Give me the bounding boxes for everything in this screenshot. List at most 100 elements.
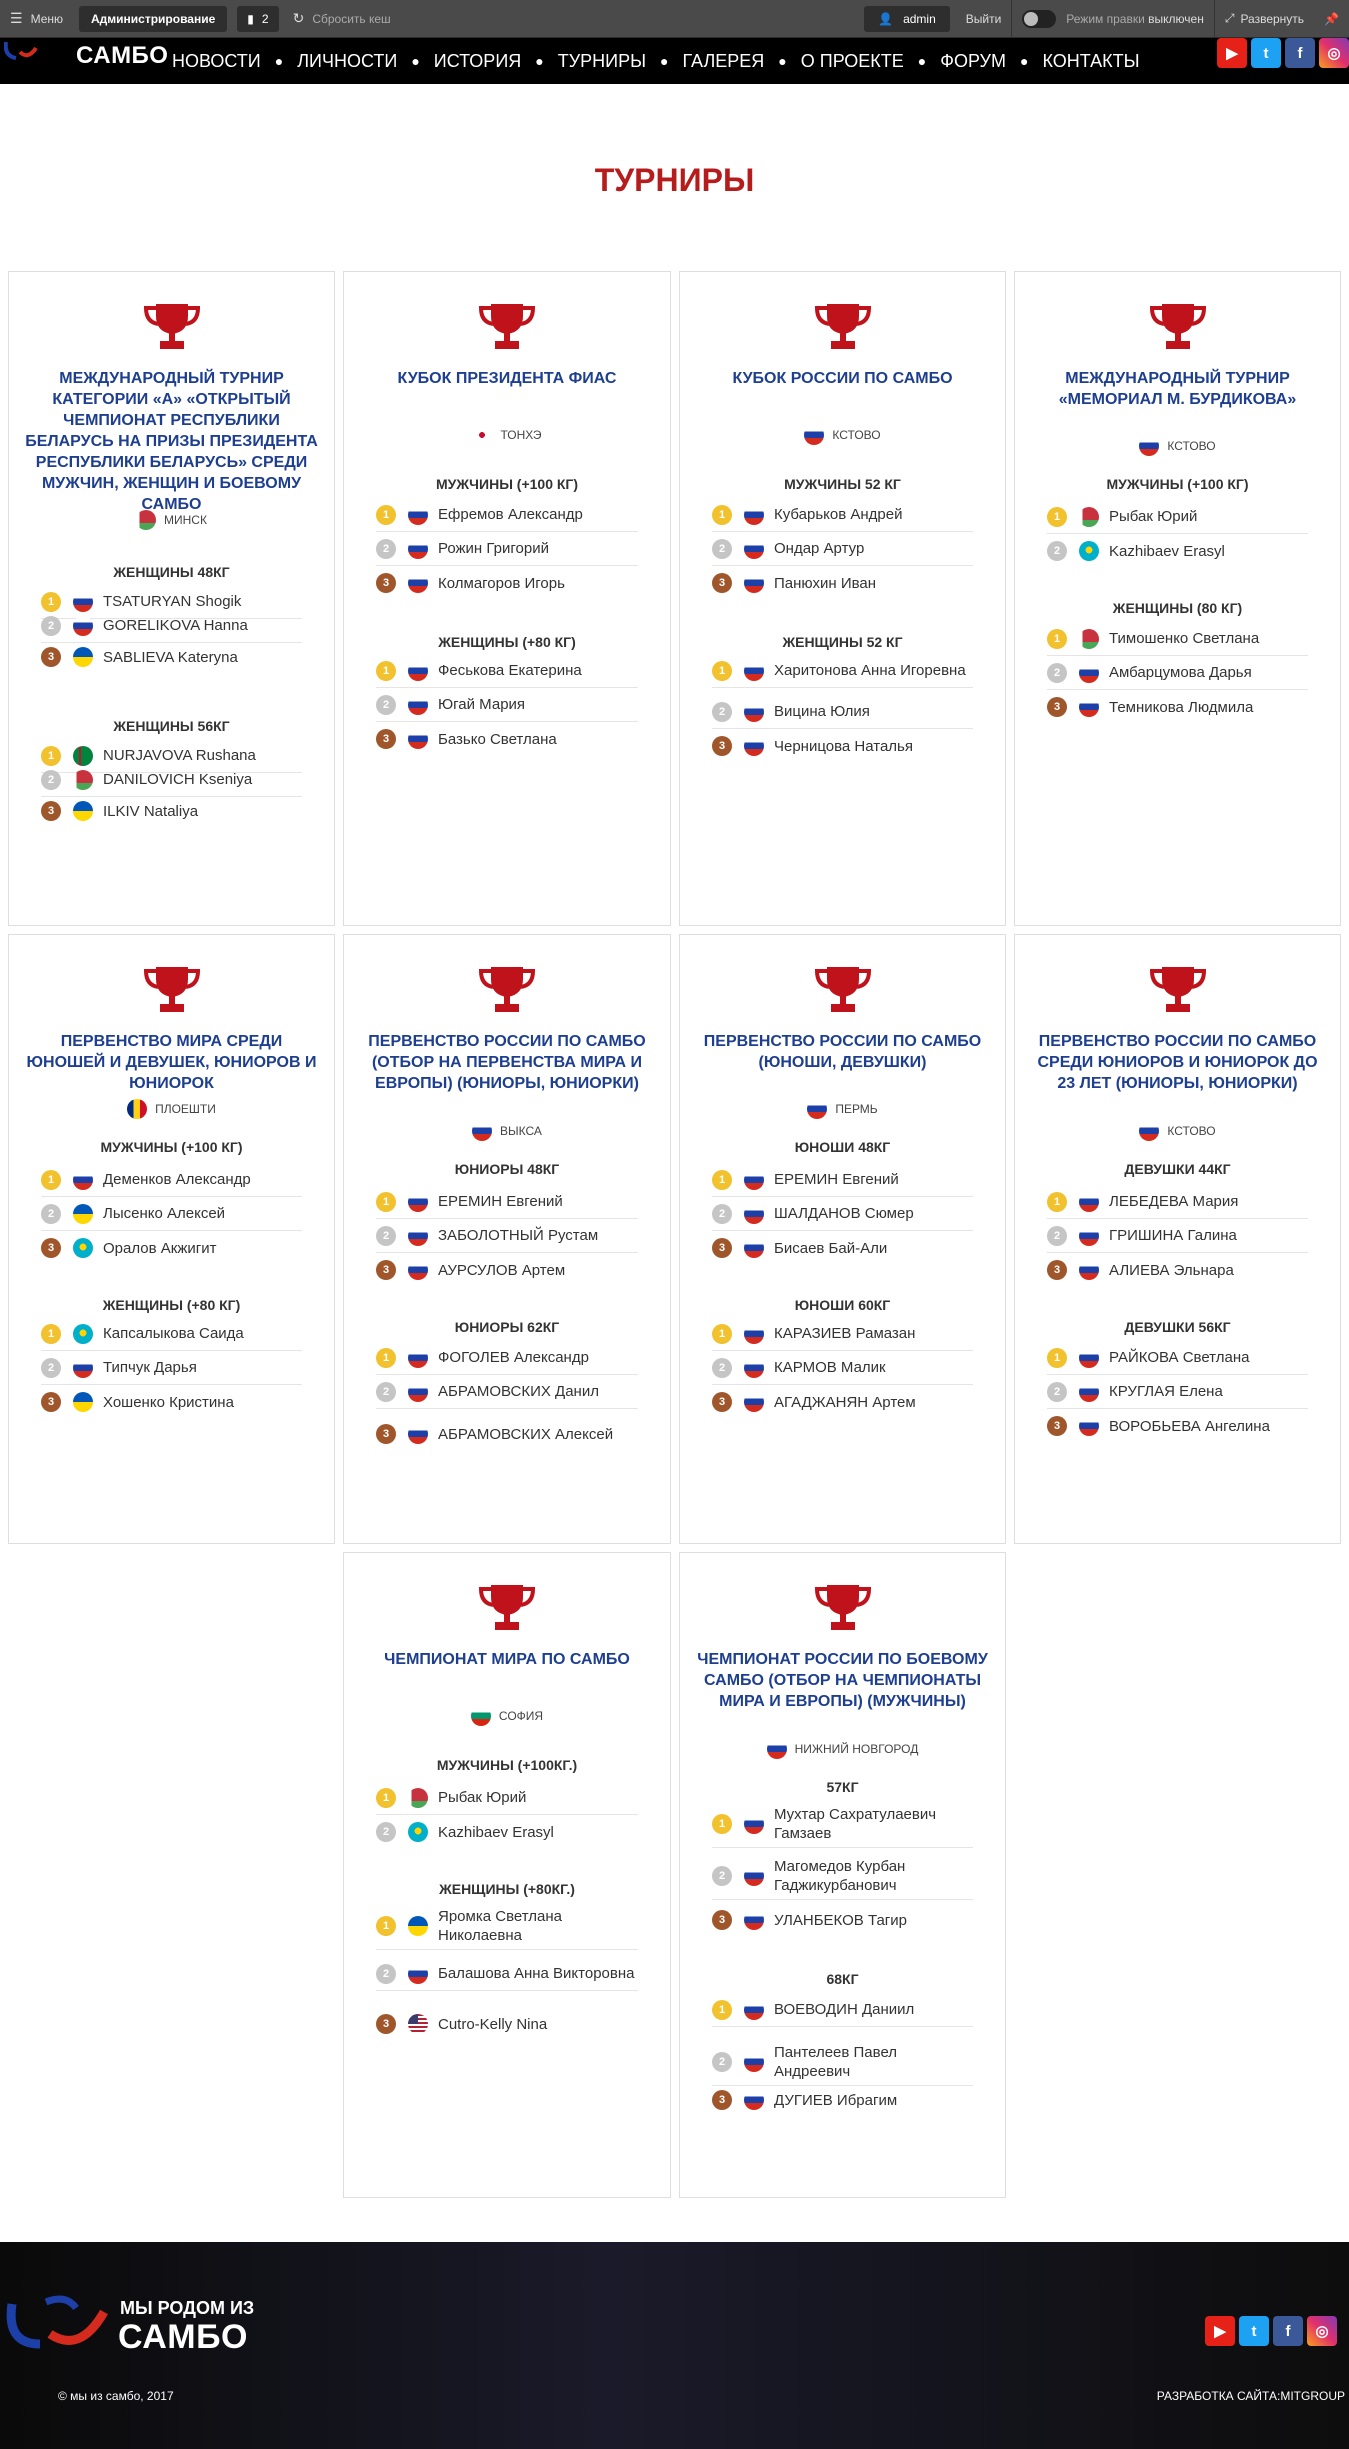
tournament-card[interactable]: ПЕРВЕНСТВО РОССИИ ПО САМБО (ЮНОШИ, ДЕВУШ… (679, 934, 1006, 1544)
result-row[interactable]: 2 ЗАБОЛОТНЫЙ Рустам (376, 1223, 638, 1253)
result-row[interactable]: 3 Cutro-Kelly Nina (376, 2011, 638, 2041)
athlete-name[interactable]: DANILOVICH Kseniya (103, 771, 253, 788)
result-row[interactable]: 1 Феськова Екатерина (376, 658, 638, 688)
instagram-icon[interactable]: ◎ (1319, 38, 1349, 68)
toggle-switch[interactable] (1022, 9, 1057, 28)
result-row[interactable]: 3 Хошенко Кристина (41, 1389, 302, 1419)
result-row[interactable]: 2 АБРАМОВСКИХ Данил (376, 1379, 638, 1409)
athlete-name[interactable]: АБРАМОВСКИХ Алексей (438, 1425, 614, 1443)
athlete-name[interactable]: Тимошенко Светлана (1109, 630, 1260, 647)
athlete-name[interactable]: Ондар Артур (774, 540, 865, 557)
result-row[interactable]: 2 Вицина Юлия (712, 699, 973, 729)
youtube-icon[interactable]: ▶ (1217, 38, 1247, 68)
athlete-name[interactable]: Лысенко Алексей (103, 1205, 226, 1222)
result-row[interactable]: 2 Ондар Артур (712, 536, 973, 566)
tournament-title[interactable]: МЕЖДУНАРОДНЫЙ ТУРНИР «МЕМОРИАЛ М. БУРДИК… (1058, 370, 1297, 408)
result-row[interactable]: 1 NURJAVOVA Rushana (41, 743, 302, 773)
athlete-name[interactable]: Рыбак Юрий (438, 1789, 527, 1806)
logout-button[interactable]: Выйти (965, 11, 1002, 26)
athlete-name[interactable]: Рожин Григорий (438, 540, 549, 557)
athlete-name[interactable]: Амбарцумова Дарья (1109, 664, 1252, 681)
athlete-name[interactable]: КАРМОВ Малик (774, 1359, 886, 1376)
result-row[interactable]: 1 Рыбак Юрий (376, 1785, 638, 1815)
result-row[interactable]: 2 Югай Мария (376, 692, 638, 722)
result-row[interactable]: 3 Оралов Акжигит (41, 1235, 302, 1265)
athlete-name[interactable]: Темникова Людмила (1109, 698, 1254, 716)
athlete-name[interactable]: Балашова Анна Викторовна (438, 1965, 635, 1982)
nav-item-contacts[interactable]: КОНТАКТЫ (1042, 50, 1140, 71)
athlete-name[interactable]: ВОРОБЬЕВА Ангелина (1109, 1417, 1270, 1435)
athlete-name[interactable]: Деменков Александр (103, 1171, 251, 1188)
tournament-card[interactable]: ПЕРВЕНСТВО МИРА СРЕДИ ЮНОШЕЙ И ДЕВУШЕК, … (8, 934, 335, 1544)
result-row[interactable]: 3 АУРСУЛОВ Артем (376, 1257, 638, 1287)
result-row[interactable]: 2 Рожин Григорий (376, 536, 638, 566)
athlete-name[interactable]: УЛАНБЕКОВ Тагир (774, 1911, 907, 1929)
result-row[interactable]: 3 УЛАНБЕКОВ Тагир (712, 1907, 973, 1937)
result-row[interactable]: 2 ГРИШИНА Галина (1047, 1223, 1308, 1253)
athlete-name[interactable]: Kazhibaev Erasyl (1109, 542, 1225, 560)
reset-cache-button[interactable]: ↻ Сбросить кеш (283, 0, 401, 38)
athlete-name[interactable]: Колмагоров Игорь (438, 574, 565, 592)
tournament-card[interactable]: МЕЖДУНАРОДНЫЙ ТУРНИР КАТЕГОРИИ «А» «ОТКР… (8, 271, 335, 926)
result-row[interactable]: 2 Kazhibaev Erasyl (376, 1819, 638, 1849)
result-row[interactable]: 1 Харитонова Анна Игоревна (712, 658, 973, 688)
athlete-name[interactable]: Базько Светлана (438, 730, 557, 748)
result-row[interactable]: 1 Тимошенко Светлана (1047, 626, 1308, 656)
athlete-name[interactable]: ДУГИЕВ Ибрагим (774, 2091, 898, 2109)
result-row[interactable]: 2 Балашова Анна Викторовна (376, 1961, 638, 1991)
result-row[interactable]: 1 ФОГОЛЕВ Александр (376, 1345, 638, 1375)
athlete-name[interactable]: Типчук Дарья (103, 1359, 197, 1376)
result-row[interactable]: 3 Колмагоров Игорь (376, 570, 638, 600)
facebook-icon[interactable]: f (1273, 2316, 1303, 2346)
result-row[interactable]: 2 КАРМОВ Малик (712, 1355, 973, 1385)
result-row[interactable]: 1 Ефремов Александр (376, 502, 638, 532)
athlete-name[interactable]: КРУГЛАЯ Елена (1109, 1383, 1223, 1400)
user-button[interactable]: 👤 admin (864, 5, 950, 32)
result-row[interactable]: 3 АЛИЕВА Эльнара (1047, 1257, 1308, 1287)
tournament-card[interactable]: КУБОК РОССИИ ПО САМБО КСТОВО МУЖЧИНЫ 52 КГ… (679, 271, 1006, 926)
result-row[interactable]: 3 АГАДЖАНЯН Артем (712, 1389, 973, 1419)
result-row[interactable]: 2 Лысенко Алексей (41, 1201, 302, 1231)
athlete-name[interactable]: ФОГОЛЕВ Александр (438, 1349, 589, 1366)
athlete-name[interactable]: Харитонова Анна Игоревна (774, 662, 966, 679)
athlete-name[interactable]: АУРСУЛОВ Артем (438, 1261, 566, 1279)
result-row[interactable]: 1 Капсалыкова Саида (41, 1321, 302, 1351)
nav-item-history[interactable]: ИСТОРИЯ (433, 50, 522, 71)
athlete-name[interactable]: GORELIKOVA Hanna (103, 617, 248, 634)
nav-item-gallery[interactable]: ГАЛЕРЕЯ (682, 50, 765, 71)
tournament-card[interactable]: МЕЖДУНАРОДНЫЙ ТУРНИР «МЕМОРИАЛ М. БУРДИК… (1014, 271, 1341, 926)
athlete-name[interactable]: ВОЕВОДИН Даниил (774, 2001, 915, 2018)
athlete-name[interactable]: Черницова Наталья (774, 737, 913, 755)
menu-button[interactable]: ☰ Меню (0, 0, 73, 38)
result-row[interactable]: 2 Типчук Дарья (41, 1355, 302, 1385)
result-row[interactable]: 1 ЕРЕМИН Евгений (376, 1189, 638, 1219)
athlete-name[interactable]: Пантелеев Павел Андреевич (774, 2044, 898, 2080)
tournament-title[interactable]: ПЕРВЕНСТВО РОССИИ ПО САМБО (ЮНОШИ, ДЕВУШ… (703, 1033, 982, 1071)
tournament-card[interactable]: ЧЕМПИОНАТ РОССИИ ПО БОЕВОМУ САМБО (ОТБОР… (679, 1552, 1006, 2198)
sambo-logo-icon[interactable] (4, 38, 38, 60)
youtube-icon[interactable]: ▶ (1205, 2316, 1235, 2346)
result-row[interactable]: 2 КРУГЛАЯ Елена (1047, 1379, 1308, 1409)
tournament-card[interactable]: ПЕРВЕНСТВО РОССИИ ПО САМБО (ОТБОР НА ПЕР… (343, 934, 671, 1544)
nav-item-persons[interactable]: ЛИЧНОСТИ (297, 50, 398, 71)
athlete-name[interactable]: ILKIV Nataliya (103, 802, 199, 820)
athlete-name[interactable]: ГРИШИНА Галина (1109, 1227, 1237, 1244)
tournament-title[interactable]: КУБОК РОССИИ ПО САМБО (732, 370, 953, 387)
athlete-name[interactable]: Кубарьков Андрей (774, 506, 903, 523)
athlete-name[interactable]: ЛЕБЕДЕВА Мария (1109, 1193, 1239, 1210)
result-row[interactable]: 1 РАЙКОВА Светлана (1047, 1345, 1308, 1375)
twitter-icon[interactable]: t (1239, 2316, 1269, 2346)
edit-mode-toggle[interactable]: Режим правки выключен (1012, 0, 1214, 38)
result-row[interactable]: 3 Темникова Людмила (1047, 694, 1308, 724)
nav-item-tournaments[interactable]: ТУРНИРЫ (557, 50, 647, 71)
tournament-title[interactable]: ПЕРВЕНСТВО РОССИИ ПО САМБО СРЕДИ ЮНИОРОВ… (1037, 1033, 1318, 1092)
result-row[interactable]: 3 ILKIV Nataliya (41, 798, 302, 828)
athlete-name[interactable]: Капсалыкова Саида (103, 1325, 244, 1342)
athlete-name[interactable]: SABLIEVA Kateryna (103, 648, 238, 666)
result-row[interactable]: 3 АБРАМОВСКИХ Алексей (376, 1421, 638, 1451)
tournament-title[interactable]: ЧЕМПИОНАТ МИРА ПО САМБО (384, 1651, 630, 1668)
athlete-name[interactable]: ЗАБОЛОТНЫЙ Рустам (438, 1227, 599, 1244)
athlete-name[interactable]: ЕРЕМИН Евгений (774, 1171, 899, 1188)
result-row[interactable]: 2 ШАЛДАНОВ Сюмер (712, 1201, 973, 1231)
tournament-title[interactable]: ЧЕМПИОНАТ РОССИИ ПО БОЕВОМУ САМБО (ОТБОР… (697, 1651, 988, 1710)
